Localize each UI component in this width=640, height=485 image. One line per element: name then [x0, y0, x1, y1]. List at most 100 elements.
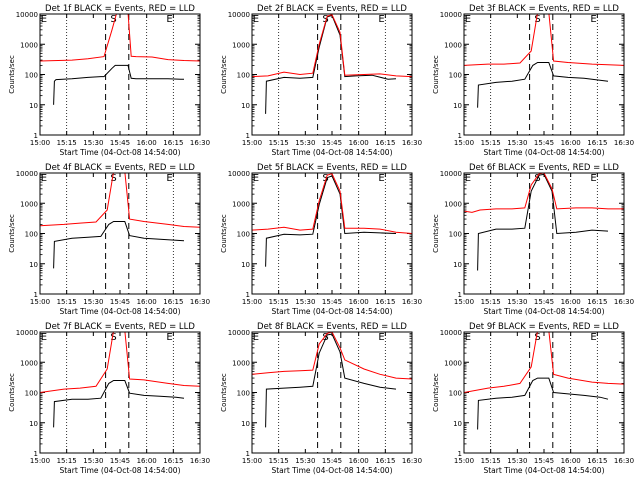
events-series-line — [53, 221, 185, 269]
x-tick-label: 15:15 — [269, 457, 289, 465]
x-tick-label: 15:15 — [481, 298, 501, 306]
x-axis-label: Start Time (04-Oct-08 14:54:00) — [483, 466, 604, 475]
x-tick-label: 16:15 — [375, 457, 395, 465]
interval-marker-label: E — [41, 332, 47, 343]
x-tick-label: 16:15 — [587, 298, 607, 306]
plot-title: Det 5f BLACK = Events, RED = LLD — [257, 163, 407, 173]
x-tick-label: 15:00 — [454, 457, 474, 465]
y-tick-label: 1 — [458, 450, 462, 458]
x-tick-label: 15:30 — [507, 298, 527, 306]
x-axis-label: Start Time (04-Oct-08 14:54:00) — [271, 148, 392, 157]
events-series-line — [265, 333, 397, 428]
y-tick-label: 10000 — [228, 170, 250, 178]
lld-series-line — [464, 332, 624, 393]
plot-title: Det 6f BLACK = Events, RED = LLD — [469, 163, 619, 173]
y-tick-label: 10000 — [440, 329, 462, 337]
lld-series-line — [40, 14, 200, 62]
x-tick-label: 15:00 — [454, 139, 474, 147]
x-tick-label: 15:30 — [83, 139, 103, 147]
y-axis-label: Counts/sec — [220, 55, 228, 94]
interval-marker-label: E — [465, 173, 471, 184]
interval-marker-label: E — [378, 332, 384, 343]
detector-plot: Det 6f BLACK = Events, RED = LLD Counts/s… — [432, 163, 634, 316]
plot-title: Det 3f BLACK = Events, RED = LLD — [469, 4, 619, 14]
interval-marker-label: E — [166, 173, 172, 184]
interval-marker-label: E — [590, 332, 596, 343]
plot-frame — [463, 331, 625, 454]
interval-marker-label: S — [110, 332, 116, 343]
interval-marker-label: E — [590, 173, 596, 184]
x-tick-label: 15:15 — [57, 139, 77, 147]
interval-marker-label: S — [110, 14, 116, 25]
interval-marker-label: S — [322, 14, 328, 25]
x-tick-label: 16:00 — [349, 298, 369, 306]
x-tick-label: 15:00 — [242, 457, 262, 465]
x-axis-label: Start Time (04-Oct-08 14:54:00) — [483, 307, 604, 316]
plot-title: Det 9f BLACK = Events, RED = LLD — [469, 322, 619, 332]
x-tick-label: 15:45 — [534, 298, 554, 306]
y-tick-label: 100 — [237, 390, 250, 398]
x-tick-label: 15:00 — [242, 139, 262, 147]
y-tick-label: 10000 — [440, 11, 462, 19]
x-tick-label: 15:30 — [83, 298, 103, 306]
x-tick-label: 16:30 — [190, 298, 210, 306]
y-tick-label: 1 — [246, 291, 250, 299]
x-tick-label: 15:15 — [481, 457, 501, 465]
y-tick-label: 1 — [34, 450, 38, 458]
detector-plot: Det 5f BLACK = Events, RED = LLD Counts/s… — [220, 163, 422, 316]
events-series-line — [53, 64, 184, 105]
x-tick-label: 15:45 — [322, 457, 342, 465]
plot-title: Det 7f BLACK = Events, RED = LLD — [45, 322, 195, 332]
x-tick-label: 15:30 — [295, 457, 315, 465]
interval-marker-label: S — [534, 332, 540, 343]
y-tick-label: 100 — [449, 231, 462, 239]
detector-plot: Det 4f BLACK = Events, RED = LLD Counts/s… — [8, 163, 210, 316]
x-tick-label: 16:00 — [137, 457, 157, 465]
x-tick-label: 15:15 — [269, 139, 289, 147]
x-tick-label: 15:00 — [30, 457, 50, 465]
x-axis-label: Start Time (04-Oct-08 14:54:00) — [271, 466, 392, 475]
interval-marker-label: E — [166, 14, 172, 25]
events-series-line — [477, 62, 609, 108]
x-axis-label: Start Time (04-Oct-08 14:54:00) — [271, 307, 392, 316]
detector-plot: Det 2f BLACK = Events, RED = LLD Counts/s… — [220, 4, 422, 157]
y-tick-label: 10000 — [16, 170, 38, 178]
y-tick-label: 10 — [29, 420, 38, 428]
plot-title: Det 1f BLACK = Events, RED = LLD — [45, 4, 195, 14]
interval-marker-label: E — [41, 14, 47, 25]
x-tick-label: 15:30 — [507, 457, 527, 465]
y-tick-label: 1000 — [20, 41, 38, 49]
plot-frame — [39, 13, 201, 136]
x-tick-label: 16:30 — [614, 139, 634, 147]
x-tick-label: 15:30 — [507, 139, 527, 147]
plot-frame — [463, 172, 625, 295]
y-tick-label: 1000 — [232, 359, 250, 367]
x-tick-label: 16:15 — [163, 139, 183, 147]
y-axis-label: Counts/sec — [8, 373, 16, 412]
x-tick-label: 16:00 — [349, 139, 369, 147]
y-tick-label: 10 — [453, 420, 462, 428]
x-axis-label: Start Time (04-Oct-08 14:54:00) — [59, 466, 180, 475]
y-axis-label: Counts/sec — [432, 373, 440, 412]
plot-frame — [463, 13, 625, 136]
events-series-line — [265, 14, 397, 114]
y-axis-label: Counts/sec — [8, 55, 16, 94]
y-tick-label: 10000 — [440, 170, 462, 178]
y-tick-label: 100 — [237, 72, 250, 80]
detector-plot: Det 9f BLACK = Events, RED = LLD Counts/s… — [432, 322, 634, 475]
y-tick-label: 1000 — [20, 200, 38, 208]
y-tick-label: 1000 — [444, 41, 462, 49]
x-tick-label: 15:45 — [110, 139, 130, 147]
x-tick-label: 15:00 — [30, 298, 50, 306]
y-tick-label: 10000 — [228, 329, 250, 337]
x-tick-label: 16:30 — [614, 298, 634, 306]
y-tick-label: 1000 — [444, 200, 462, 208]
x-tick-label: 16:00 — [349, 457, 369, 465]
interval-marker-label: S — [534, 14, 540, 25]
y-tick-label: 1 — [458, 132, 462, 140]
x-tick-label: 15:45 — [322, 298, 342, 306]
x-tick-label: 16:15 — [587, 139, 607, 147]
x-tick-label: 16:30 — [402, 298, 422, 306]
y-tick-label: 100 — [449, 72, 462, 80]
x-tick-label: 15:45 — [534, 139, 554, 147]
